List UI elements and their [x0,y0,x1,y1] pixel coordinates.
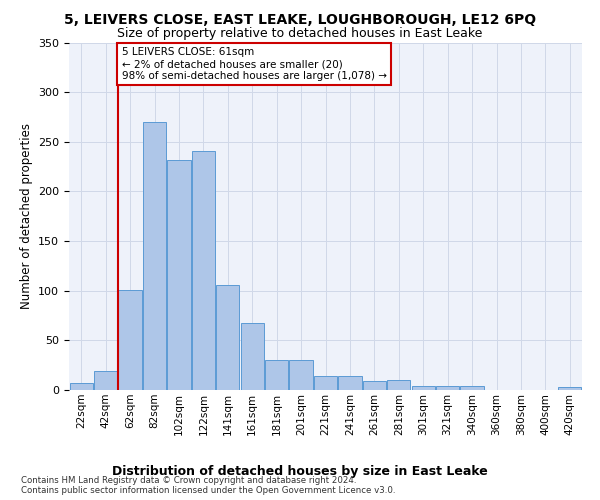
Bar [167,160,191,390]
Bar [216,285,239,390]
Bar [118,290,142,390]
Text: Size of property relative to detached houses in East Leake: Size of property relative to detached ho… [118,28,482,40]
Bar [192,150,215,390]
Bar [363,381,386,390]
Text: Contains public sector information licensed under the Open Government Licence v3: Contains public sector information licen… [21,486,395,495]
Bar [241,324,264,390]
Text: Contains HM Land Registry data © Crown copyright and database right 2024.: Contains HM Land Registry data © Crown c… [21,476,356,485]
Text: 5 LEIVERS CLOSE: 61sqm
← 2% of detached houses are smaller (20)
98% of semi-deta: 5 LEIVERS CLOSE: 61sqm ← 2% of detached … [122,48,386,80]
Bar [314,376,337,390]
Bar [289,360,313,390]
Bar [70,383,93,390]
Text: Distribution of detached houses by size in East Leake: Distribution of detached houses by size … [112,464,488,477]
Bar [558,387,581,390]
Bar [436,386,459,390]
Bar [460,386,484,390]
Bar [265,360,288,390]
Y-axis label: Number of detached properties: Number of detached properties [20,123,32,309]
Bar [412,386,435,390]
Text: 5, LEIVERS CLOSE, EAST LEAKE, LOUGHBOROUGH, LE12 6PQ: 5, LEIVERS CLOSE, EAST LEAKE, LOUGHBOROU… [64,12,536,26]
Bar [143,122,166,390]
Bar [387,380,410,390]
Bar [338,376,362,390]
Bar [94,371,117,390]
